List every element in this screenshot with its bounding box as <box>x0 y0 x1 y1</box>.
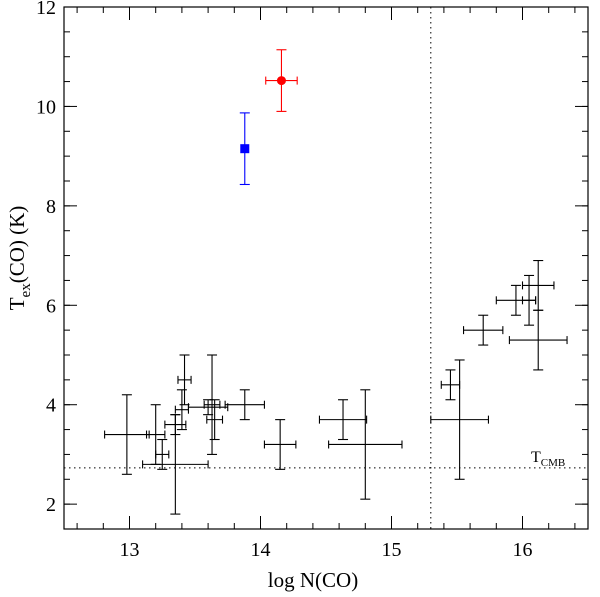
data-point <box>263 419 297 470</box>
data-point <box>521 274 537 326</box>
data-point <box>164 414 187 436</box>
data-point <box>328 389 403 500</box>
tcmb-sub: CMB <box>541 457 565 469</box>
data-point <box>177 354 192 406</box>
y-axis-label: Tex(CO) (K) <box>5 206 34 311</box>
data-point <box>206 399 224 441</box>
y-tick-label: 4 <box>46 395 56 417</box>
data-point <box>239 112 250 186</box>
data-point <box>265 49 298 112</box>
data-point <box>224 389 265 421</box>
axis-ticks <box>64 6 588 530</box>
data-point <box>104 394 150 475</box>
tcmb-annotation: TCMB <box>531 449 565 469</box>
x-axis-label: log N(CO) <box>268 568 358 592</box>
y-tick-label: 10 <box>36 96 56 118</box>
data-point <box>174 389 189 431</box>
data-point <box>462 314 504 346</box>
y-tick-label: 8 <box>46 196 56 218</box>
tcmb-main: T <box>531 449 541 466</box>
data-point <box>508 309 568 371</box>
y-axis-label-main: T <box>5 297 29 310</box>
y-axis-label-sub: ex <box>18 283 34 298</box>
plot-border <box>63 6 589 530</box>
tick-labels: 13 14 15 16 2 4 6 8 10 12 <box>36 0 533 561</box>
reference-lines <box>64 7 588 529</box>
data-point <box>318 399 368 441</box>
x-tick-label: 15 <box>382 539 402 561</box>
y-tick-label: 6 <box>46 295 56 317</box>
y-tick-label: 12 <box>36 0 56 19</box>
x-tick-label: 14 <box>251 539 271 561</box>
circle-marker <box>276 76 286 86</box>
data-point <box>521 259 555 311</box>
y-axis-label-rest: (CO) (K) <box>5 206 29 284</box>
y-tick-label: 2 <box>46 494 56 516</box>
plot-frame <box>63 6 589 530</box>
data-point <box>187 399 229 416</box>
data-point <box>203 354 221 455</box>
data-points <box>104 49 568 515</box>
x-tick-label: 16 <box>513 539 533 561</box>
data-point <box>430 359 489 480</box>
x-tick-label: 13 <box>120 539 140 561</box>
data-point <box>440 369 461 401</box>
square-marker <box>240 144 250 154</box>
